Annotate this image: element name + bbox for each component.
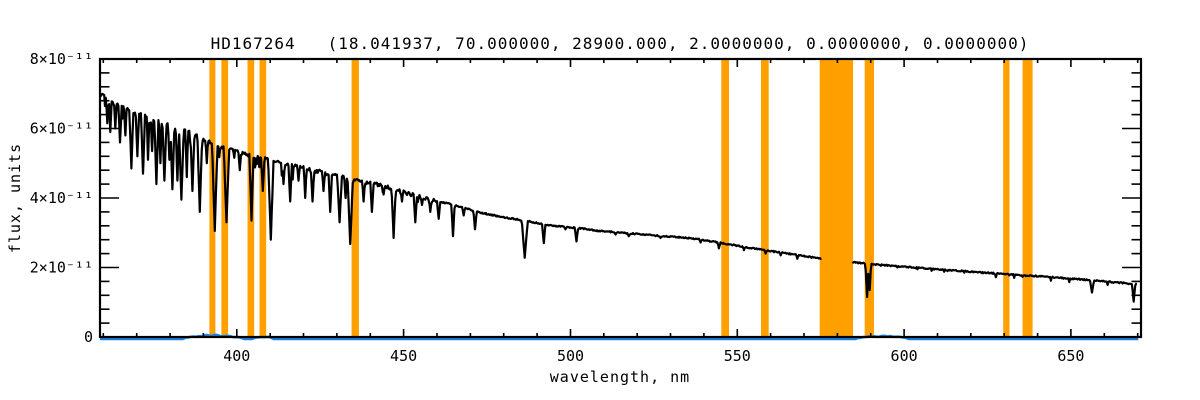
highlight-band: [819, 59, 854, 337]
highlight-band: [259, 59, 267, 337]
highlight-band: [209, 59, 216, 337]
x-tick-label: 600: [891, 347, 918, 365]
y-axis-tick-labels: 0 2×10⁻¹¹ 4×10⁻¹¹ 6×10⁻¹¹ 8×10⁻¹¹: [30, 50, 93, 346]
x-axis-tick-labels: 400 450 500 550 600 650: [223, 347, 1084, 365]
baseline-spectrum-line: [100, 333, 1139, 341]
y-tick-label: 2×10⁻¹¹: [30, 259, 93, 277]
x-tick-label: 650: [1057, 347, 1084, 365]
spectrum-segment: [99, 92, 822, 260]
highlight-band: [721, 59, 729, 337]
plot-frame: [98, 57, 1143, 339]
y-tick-label: 6×10⁻¹¹: [30, 120, 93, 138]
spectrum-segment: [851, 260, 1138, 303]
x-tick-label: 400: [223, 347, 250, 365]
x-tick-label: 500: [557, 347, 584, 365]
highlight-band: [1003, 59, 1010, 337]
highlight-band: [761, 59, 769, 337]
x-tick-label: 550: [724, 347, 751, 365]
highlight-bands-layer: [209, 59, 1033, 337]
y-tick-label: 0: [84, 328, 93, 346]
plot-title: HD167264 (18.041937, 70.000000, 28900.00…: [211, 34, 1030, 53]
axes-frame: [98, 57, 1143, 339]
flux-spectrum-line: [99, 92, 1138, 303]
x-axis-label: wavelength, nm: [550, 368, 690, 386]
highlight-band: [864, 59, 874, 337]
x-tick-label: 450: [390, 347, 417, 365]
highlight-band: [1022, 59, 1033, 337]
highlight-band: [351, 59, 359, 337]
y-tick-label: 4×10⁻¹¹: [30, 189, 93, 207]
y-axis-label: flux, units: [6, 143, 24, 253]
y-tick-label: 8×10⁻¹¹: [30, 50, 93, 68]
